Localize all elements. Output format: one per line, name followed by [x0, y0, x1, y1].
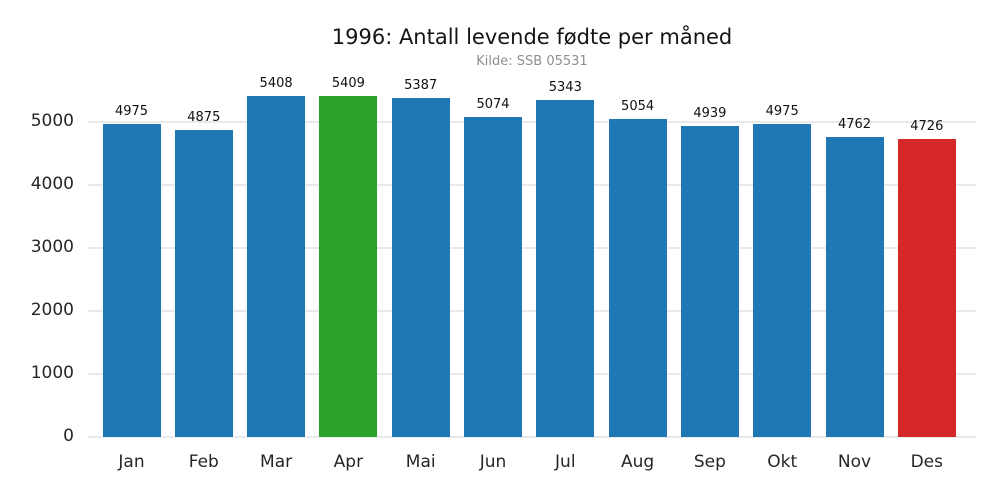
- chart-subtitle: Kilde: SSB 05531: [476, 54, 588, 69]
- value-label-sep: 4939: [693, 105, 727, 121]
- x-tick-label-okt: Okt: [767, 452, 798, 472]
- x-tick-label-des: Des: [910, 452, 943, 472]
- value-label-nov: 4762: [837, 117, 872, 132]
- value-label-jul: 5343: [548, 80, 582, 96]
- y-tick-label-2000: 2000: [30, 300, 74, 320]
- x-tick-label-nov: Nov: [837, 452, 872, 472]
- gridline-1000: [88, 373, 976, 375]
- y-tick-label-4000: 4000: [30, 174, 74, 194]
- bar-okt: [753, 123, 812, 437]
- x-tick-label-mar: Mar: [260, 452, 293, 472]
- value-label-des: 4726: [910, 119, 944, 135]
- bar-feb: [174, 129, 233, 437]
- x-tick-label-jul: Jul: [555, 452, 576, 472]
- value-label-aug: 5054: [621, 98, 655, 114]
- x-tick-label-mai: Mai: [405, 452, 436, 472]
- bar-mai: [391, 97, 450, 437]
- x-tick-label-apr: Apr: [333, 452, 364, 472]
- bar-aug: [608, 118, 667, 437]
- y-tick-label-3000: 3000: [30, 237, 74, 257]
- bar-jan: [102, 123, 161, 437]
- gridline-5000: [88, 121, 976, 123]
- bar-nov: [825, 137, 884, 437]
- chart-title: 1996: Antall levende fødte per måned: [331, 25, 733, 49]
- gridline-4000: [88, 184, 976, 186]
- plot-area: 4975 4875 5408 5409 5387 5074 5343 5054 4939 4975…: [88, 0, 976, 438]
- x-tick-label-jan: Jan: [118, 452, 145, 472]
- bar-jun: [464, 117, 522, 437]
- bar-jul: [536, 100, 595, 437]
- value-label-okt: 4975: [765, 103, 799, 119]
- bar-des: [897, 139, 956, 437]
- y-tick-label-0: 0: [63, 426, 74, 446]
- bar-mar: [247, 96, 306, 437]
- x-tick-label-sep: Sep: [693, 452, 726, 472]
- value-label-jun: 5074: [476, 97, 510, 113]
- value-label-feb: 4875: [187, 109, 221, 125]
- value-label-jan: 4975: [114, 103, 149, 119]
- value-label-mai: 5387: [404, 77, 438, 93]
- bar-sep: [680, 125, 739, 437]
- x-tick-label-feb: Feb: [188, 452, 219, 472]
- gridline-3000: [88, 247, 976, 249]
- value-label-mar: 5408: [259, 76, 293, 92]
- x-tick-label-jun: Jun: [479, 452, 507, 472]
- bar-apr: [319, 96, 378, 437]
- value-label-apr: 5409: [331, 76, 365, 92]
- y-tick-label-5000: 5000: [30, 111, 74, 131]
- gridline-0: [88, 436, 976, 438]
- y-tick-label-1000: 1000: [30, 363, 74, 383]
- x-tick-label-aug: Aug: [620, 452, 655, 472]
- gridline-2000: [88, 310, 976, 312]
